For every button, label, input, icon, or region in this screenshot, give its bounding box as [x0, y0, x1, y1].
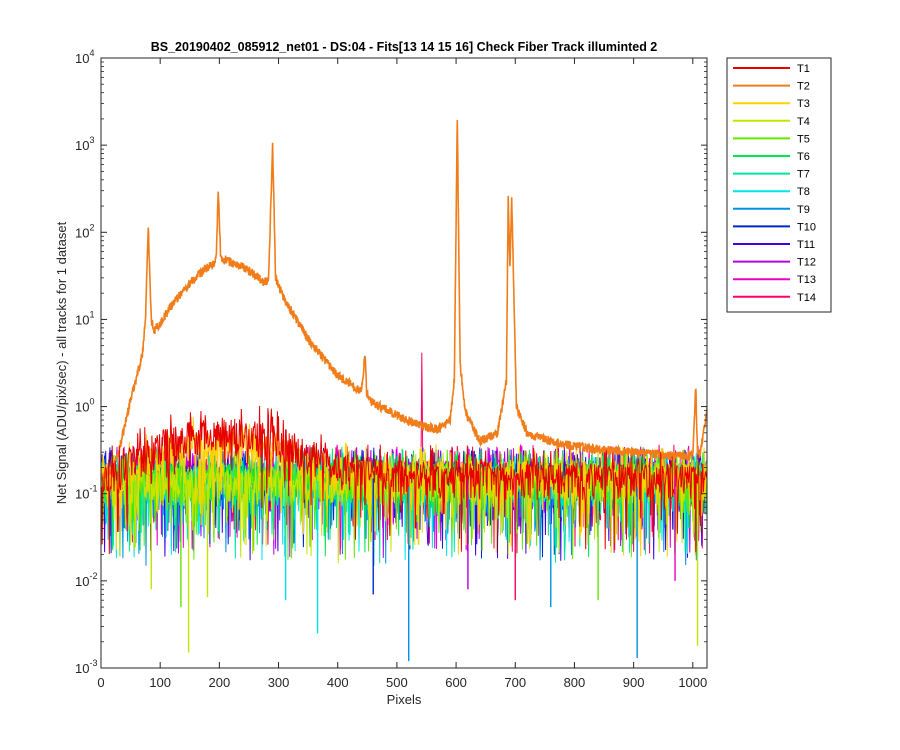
y-tick-label: 100 — [75, 397, 94, 415]
x-tick-label: 600 — [445, 675, 467, 690]
legend-label: T1 — [797, 63, 810, 75]
plot-frame — [100, 57, 708, 669]
legend-item-t4: T4 — [733, 116, 810, 128]
y-axis: 10-3 10-2 10-1 100 101 102 103 104 — [75, 48, 707, 676]
legend-item-t2: T2 — [733, 81, 810, 93]
legend-label: T2 — [797, 81, 810, 93]
x-axis: 0 100 200 300 400 500 600 700 800 900 1000 — [97, 58, 707, 690]
x-tick-label: 200 — [209, 675, 231, 690]
legend-box — [726, 57, 832, 313]
x-tick-label: 500 — [386, 675, 408, 690]
legend-item-t9: T9 — [733, 204, 810, 216]
legend-item-t1: T1 — [733, 63, 810, 75]
legend-label: T12 — [797, 257, 816, 269]
legend-item-t11: T11 — [733, 239, 815, 251]
legend-label: T6 — [797, 151, 810, 163]
chart-title: BS_20190402_085912_net01 - DS:04 - Fits[… — [151, 40, 658, 54]
y-tick-label: 10-3 — [75, 658, 97, 676]
y-tick-label: 104 — [75, 48, 94, 66]
x-axis-label: Pixels — [387, 692, 422, 707]
y-tick-label: 10-2 — [75, 571, 97, 589]
legend-label: T3 — [797, 98, 810, 110]
x-tick-label: 100 — [149, 675, 171, 690]
legend-label: T11 — [797, 239, 815, 251]
series-layer — [101, 119, 707, 662]
x-tick-label: 0 — [97, 675, 104, 690]
legend-label: T10 — [797, 221, 816, 233]
legend-items: T1 T2 T3 T4 T5 T6 T7 T8 T9 T10 T11 T12 T13 T14 — [733, 63, 816, 304]
series-line-t1 — [101, 405, 707, 555]
x-tick-label: 400 — [327, 675, 349, 690]
x-tick-label: 800 — [564, 675, 586, 690]
x-tick-label: 300 — [268, 675, 290, 690]
legend-label: T9 — [797, 204, 810, 216]
legend-label: T13 — [797, 274, 816, 286]
x-tick-label: 900 — [623, 675, 645, 690]
y-axis-label: Net Signal (ADU/pix/sec) - all tracks fo… — [54, 221, 69, 504]
legend-item-t3: T3 — [733, 98, 810, 110]
legend-item-t13: T13 — [733, 274, 816, 286]
legend-label: T4 — [797, 116, 810, 128]
legend: T1 T2 T3 T4 T5 T6 T7 T8 T9 T10 T11 T12 T13 T14 — [726, 57, 832, 313]
legend-item-t10: T10 — [733, 221, 816, 233]
legend-item-t5: T5 — [733, 133, 810, 145]
plot-area — [101, 58, 707, 668]
series-line-t2 — [101, 119, 707, 482]
legend-label: T7 — [797, 169, 810, 181]
legend-item-t12: T12 — [733, 257, 816, 269]
y-tick-label: 103 — [75, 135, 94, 153]
legend-item-t7: T7 — [733, 169, 810, 181]
y-tick-label: 102 — [75, 222, 94, 240]
legend-label: T5 — [797, 133, 810, 145]
legend-item-t6: T6 — [733, 151, 810, 163]
legend-item-t14: T14 — [733, 292, 816, 304]
x-tick-label: 700 — [504, 675, 526, 690]
y-tick-label: 101 — [75, 309, 94, 327]
x-tick-label: 1000 — [678, 675, 707, 690]
y-tick-label: 10-1 — [75, 484, 97, 502]
legend-label: T8 — [797, 186, 810, 198]
legend-label: T14 — [797, 292, 816, 304]
legend-item-t8: T8 — [733, 186, 810, 198]
